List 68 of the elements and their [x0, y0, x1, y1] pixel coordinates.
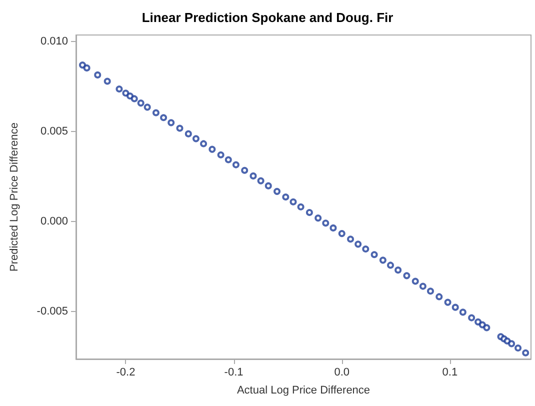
point: [217, 151, 224, 158]
y-tick-label: 0.000: [40, 215, 68, 228]
y-axis-title: Predicted Log Price Difference: [8, 122, 20, 272]
chart-title: Linear Prediction Spokane and Doug. Fir: [142, 10, 394, 25]
point: [78, 62, 86, 69]
point: [83, 64, 90, 72]
point: [522, 349, 530, 356]
point: [394, 266, 402, 274]
point: [412, 278, 419, 285]
point: [116, 86, 123, 92]
point: [478, 321, 486, 328]
point: [426, 288, 434, 295]
point: [282, 194, 290, 200]
point: [436, 293, 443, 300]
point: [257, 177, 264, 184]
point: [104, 78, 111, 85]
point: [200, 140, 208, 148]
point: [290, 198, 297, 206]
x-tick-label: 0.0: [334, 366, 350, 378]
y-tick-label: -0.005: [36, 305, 68, 318]
x-tick-label: -0.1: [224, 366, 244, 378]
point: [160, 114, 168, 122]
point: [504, 338, 511, 344]
point: [370, 251, 378, 258]
point: [508, 340, 516, 348]
point: [338, 230, 346, 238]
point: [241, 166, 248, 174]
point: [474, 318, 482, 326]
point: [347, 236, 354, 243]
point: [192, 135, 200, 142]
point: [250, 172, 257, 180]
point: [176, 124, 184, 132]
point: [130, 95, 138, 102]
x-axis-title: Actual Log Price Difference: [236, 384, 370, 396]
point: [168, 119, 175, 126]
point: [152, 109, 160, 116]
point: [330, 224, 337, 232]
point: [314, 214, 322, 222]
point: [419, 282, 426, 290]
point: [354, 240, 362, 248]
point: [137, 100, 144, 107]
point: [362, 246, 370, 253]
point: [224, 156, 232, 164]
point: [322, 220, 330, 227]
y-tick-label: 0.010: [40, 35, 68, 48]
x-tick-label: 0.1: [442, 366, 458, 378]
point: [297, 203, 304, 210]
point: [274, 188, 281, 195]
point: [306, 208, 313, 216]
point: [94, 71, 102, 78]
point: [444, 298, 452, 306]
point: [184, 130, 192, 138]
point: [232, 161, 240, 168]
point: [403, 272, 410, 280]
point: [126, 92, 134, 100]
point: [264, 182, 272, 190]
point: [387, 262, 394, 269]
point: [514, 344, 522, 352]
x-tick-label: -0.2: [116, 366, 136, 378]
point: [122, 90, 130, 97]
point: [459, 308, 466, 316]
point: [452, 304, 459, 311]
point: [483, 324, 490, 332]
point: [379, 256, 386, 264]
y-tick-label: 0.005: [40, 125, 68, 138]
point: [468, 314, 476, 322]
point: [208, 146, 216, 153]
point: [144, 104, 151, 111]
